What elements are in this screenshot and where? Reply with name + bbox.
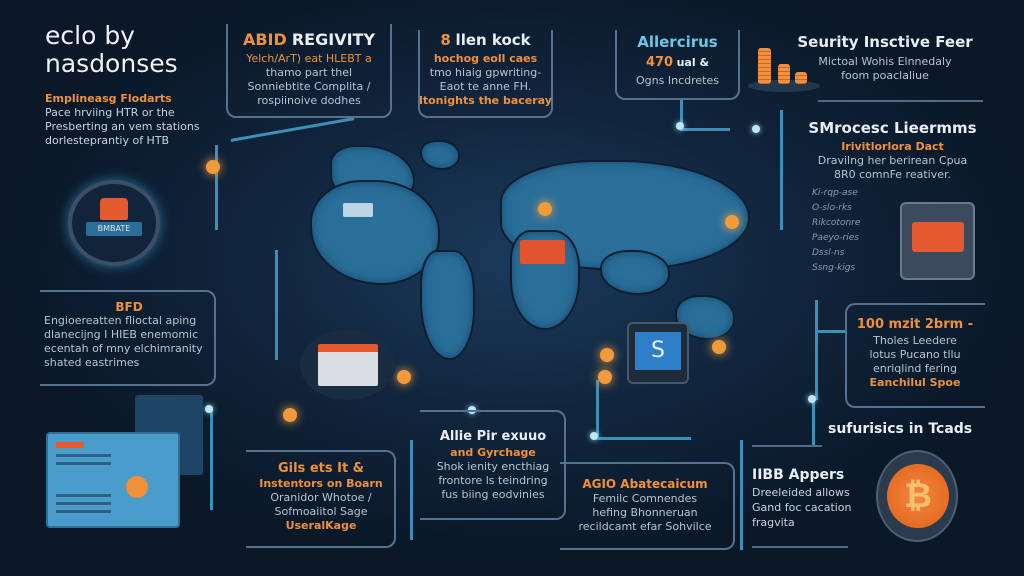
- llen-num: 8: [440, 31, 451, 49]
- map-card-left: [343, 203, 373, 217]
- allie-title: Allie Pir exuuo: [439, 429, 547, 444]
- llen-title: llen kock: [455, 31, 531, 49]
- bfd-line: shated eastrimes: [44, 356, 140, 369]
- box100-line: lotus Pucano tllu: [869, 348, 961, 361]
- iibb-line: Dreeleided allows: [752, 486, 850, 499]
- agio-title: AGIO Abatecaicum: [582, 477, 708, 491]
- agio-line: recildcamt efar Sohvilce: [578, 520, 712, 533]
- map-marker: [283, 408, 297, 422]
- smrocesc-sub: Irivitlorlora Dact: [841, 140, 944, 153]
- card-100: [845, 303, 985, 408]
- gils-sub: Instentors on Boarn: [259, 477, 383, 490]
- bfd-line: Engioereatten flioctal aping: [44, 314, 197, 327]
- map-marker: [538, 202, 552, 216]
- allie-line: fus biing eodvinies: [441, 488, 545, 501]
- smrocesc-line: Dravilng her berirean Cpua: [817, 154, 968, 167]
- card-agio: [560, 462, 735, 550]
- agio-line: hefing Bhonneruan: [592, 506, 698, 519]
- box100-title: 100 mzit 2brm -: [856, 317, 974, 332]
- llen-line: tmo hiaig gpwriting-: [429, 66, 542, 79]
- allie-line: frontore ls teindring: [438, 474, 548, 487]
- aller-line: Ogns Incdretes: [636, 74, 719, 87]
- smrocesc-line: 8R0 comnFe reativer.: [833, 168, 952, 181]
- aller-value-suffix: ual &: [676, 56, 710, 69]
- abid-title-white: REGIVITY: [291, 30, 376, 49]
- card-bfd: [40, 290, 216, 386]
- abid-line: Sonniebtite Complita /: [247, 80, 371, 93]
- map-marker: [397, 370, 411, 384]
- iibb-line: Gand foc cacation: [752, 501, 852, 514]
- map-marker: [598, 370, 612, 384]
- smrocesc-item: Ssng-kigs: [812, 263, 856, 273]
- gils-line: Sofmoaiitol Sage: [274, 505, 368, 518]
- intro-line: Presberting an vem stations: [45, 120, 200, 133]
- map-card-center: [520, 240, 565, 264]
- lock-badge-label: BMBATE: [86, 222, 142, 236]
- screen-icon: [300, 330, 395, 400]
- smrocesc-item: Paeyo-ries: [812, 233, 859, 243]
- card-abid: [226, 24, 392, 118]
- tablet-icon: [46, 432, 180, 528]
- aller-title: Allercirus: [637, 33, 718, 51]
- abid-line: thamo part thel: [265, 66, 353, 79]
- security-line: Mictoal Wohis Elnnedaly: [818, 55, 952, 68]
- agio-line: Femilc Comnendes: [592, 492, 698, 505]
- allie-sub: and Gyrchage: [450, 446, 536, 459]
- abid-line: Yelch/ArT) eat HLEBT a: [246, 52, 372, 65]
- security-title: Seurity Insctive Feer: [797, 33, 973, 51]
- llen-line: Eaot te anne FH.: [439, 80, 532, 93]
- gils-title: Gils ets It &: [277, 461, 365, 476]
- abid-line: rospiinoive dodhes: [257, 94, 361, 107]
- smrocesc-item: O-slo-rks: [812, 203, 852, 213]
- box100-footer: Eanchilul Spoe: [869, 376, 961, 389]
- title-line2: nasdonses: [45, 49, 178, 78]
- s-logo-device-icon: S: [627, 322, 689, 384]
- smrocesc-item: Ki-rqp-ase: [812, 188, 858, 198]
- box100-line: Tholes Leedere: [873, 334, 957, 347]
- smrocesc-item: Rikcotonre: [812, 218, 861, 228]
- intro-line: dorlesteprantiy of HTB: [45, 134, 170, 147]
- iibb-line: fragvita: [752, 516, 795, 529]
- llen-sub: hochog eoll caes: [433, 52, 538, 65]
- intro-heading: Emplineasg Flodarts: [45, 92, 172, 105]
- gils-footer: UseralKage: [285, 519, 357, 532]
- gils-line: Oranidor Whotoe /: [270, 491, 372, 504]
- bitcoin-icon: ₿: [876, 450, 958, 542]
- card-aller: [615, 30, 740, 100]
- bfd-title: BFD: [115, 300, 143, 314]
- allie-line: Shok ienity encthiag: [436, 460, 550, 473]
- title-line1: eclo by: [45, 21, 135, 50]
- smrocesc-title: SMrocesc Lieermms: [808, 119, 977, 137]
- card-llen: [418, 30, 553, 118]
- iibb-title: IIBB Appers: [752, 467, 845, 483]
- trends-title: sufurisics in Tcads: [828, 421, 973, 437]
- bfd-line: dlanecijng I HIEB enemomic: [44, 328, 199, 341]
- aller-value: 470: [645, 55, 674, 70]
- card-gils: [246, 450, 396, 548]
- map-marker: [600, 348, 614, 362]
- smrocesc-item: Dssl-ns: [812, 248, 845, 258]
- lock-icon: BMBATE: [68, 180, 160, 266]
- abid-title-orange: ABID: [242, 30, 287, 49]
- security-line: foom poaclaliue: [841, 69, 929, 82]
- map-marker: [206, 160, 220, 174]
- device-icon: [900, 202, 975, 280]
- bfd-line: ecentah of mny elchimranity: [44, 342, 203, 355]
- llen-footer: ltonights the baceray: [419, 94, 552, 107]
- map-marker: [725, 215, 739, 229]
- intro-line: Pace hrviing HTR or the: [45, 106, 175, 119]
- box100-line: enriqlind fering: [872, 362, 958, 375]
- map-marker: [712, 340, 726, 354]
